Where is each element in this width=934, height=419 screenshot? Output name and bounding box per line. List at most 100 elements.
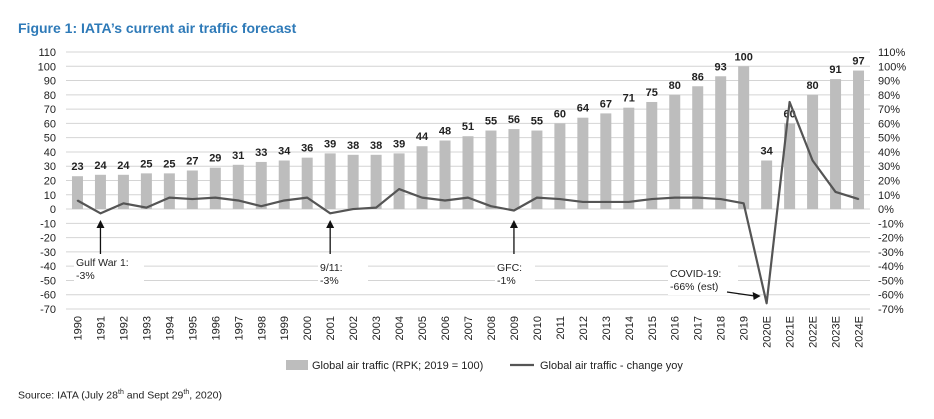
bar-value-label: 93	[715, 61, 727, 73]
yoy-point	[490, 205, 492, 207]
bar-value-label: 67	[600, 98, 612, 110]
yoy-point	[191, 198, 194, 200]
x-tick-label: 2018	[716, 316, 728, 340]
y-right-tick-label: 100%	[878, 61, 906, 73]
x-tick-label: 1995	[187, 316, 199, 340]
legend-swatch-bars	[286, 360, 308, 370]
x-tick-label: 2013	[601, 316, 613, 340]
gfc-label-line2: -1%	[497, 275, 516, 287]
bar	[600, 113, 612, 210]
yoy-point	[605, 201, 607, 203]
bar-value-label: 71	[623, 93, 635, 105]
bar-value-label: 34	[761, 146, 774, 158]
bar	[485, 130, 497, 210]
x-tick-label: 2019	[739, 316, 751, 340]
bar-value-label: 31	[232, 150, 244, 162]
y-right-tick-label: -10%	[878, 218, 904, 230]
bar-value-label: 25	[163, 158, 175, 170]
yoy-point	[536, 196, 538, 199]
source-sup-2: th	[183, 389, 190, 396]
y-left-tick-label: 60	[44, 118, 56, 130]
bar	[692, 86, 704, 210]
source-middle: and Sept 29	[123, 389, 184, 402]
yoy-point	[122, 202, 125, 205]
bar-value-label: 29	[209, 153, 221, 165]
yoy-point	[696, 196, 699, 199]
bar	[186, 170, 198, 210]
bar-value-label: 55	[531, 116, 543, 128]
source-note: Source: IATA (July 28th and Sept 29th, 2…	[18, 389, 222, 402]
legend-label-bars: Global air traffic (RPK; 2019 = 100)	[312, 360, 483, 372]
y-right-tick-label: 90%	[878, 76, 900, 88]
x-tick-label: 2022E	[808, 316, 820, 348]
x-tick-label: 2001	[325, 316, 337, 340]
x-tick-label: 1998	[256, 316, 268, 340]
covid-arrow-shaft	[726, 291, 755, 297]
yoy-point	[76, 199, 79, 202]
y-left-tick-label: 80	[44, 90, 56, 102]
x-tick-label: 1999	[279, 316, 291, 340]
bar-value-label: 36	[301, 143, 313, 155]
y-left-tick-label: -30	[40, 247, 56, 259]
bar	[416, 146, 428, 210]
yoy-point	[398, 188, 400, 190]
yoy-point	[559, 198, 561, 200]
nine-eleven-label-line1: 9/11:	[320, 262, 343, 274]
y-left-tick-label: -40	[40, 261, 56, 273]
bar	[163, 173, 175, 210]
y-right-tick-label: 20%	[878, 176, 900, 188]
y-left-tick-label: 90	[44, 76, 56, 88]
bar	[370, 154, 382, 210]
bar-value-label: 39	[393, 138, 405, 150]
yoy-point	[742, 202, 745, 205]
bar	[646, 101, 658, 210]
yoy-point	[237, 199, 240, 202]
yoy-point	[444, 199, 446, 202]
bar	[324, 153, 336, 210]
yoy-point	[99, 212, 102, 215]
x-tick-label: 2008	[486, 316, 498, 340]
y-left-tick-label: 110	[38, 47, 56, 59]
x-tick-label: 2002	[348, 316, 360, 340]
bar-value-label: 55	[485, 116, 497, 128]
x-tick-label: 2005	[417, 316, 429, 340]
y-left-tick-label: 30	[44, 161, 56, 173]
bar-value-label: 60	[554, 108, 566, 120]
y-right-tick-label: 30%	[878, 161, 900, 173]
bar-value-label: 44	[416, 131, 429, 143]
x-tick-label: 2007	[463, 316, 475, 340]
bar	[554, 123, 566, 210]
yoy-point	[145, 206, 148, 209]
y-left-tick-label: -60	[40, 290, 56, 302]
y-right-tick-label: 110%	[878, 47, 906, 59]
gfc-annotation-arrow-head	[509, 220, 518, 228]
bar	[715, 76, 727, 210]
x-tick-label: 1993	[141, 316, 153, 340]
bar-value-label: 23	[71, 161, 83, 173]
gfc-label-bg	[495, 259, 535, 289]
x-tick-label: 2003	[371, 316, 383, 340]
bar	[347, 154, 359, 210]
figure-title: Figure 1: IATA’s current air traffic for…	[18, 20, 297, 36]
bar-value-label: 75	[646, 87, 658, 99]
bar	[393, 153, 405, 210]
gulfwar-annotation-arrow-head	[96, 220, 105, 228]
x-tick-label: 2012	[578, 316, 590, 340]
source-sup-1: th	[118, 389, 124, 396]
x-tick-label: 1991	[95, 316, 107, 340]
y-right-tick-label: 80%	[878, 90, 900, 102]
yoy-point	[628, 201, 630, 203]
gulfwar-label-bg	[74, 256, 144, 286]
y-left-tick-label: 40	[44, 147, 56, 159]
x-tick-label: 2009	[509, 316, 521, 340]
y-left-tick-label: 20	[44, 176, 56, 188]
bar-value-label: 100	[734, 51, 752, 63]
y-left-tick-label: -10	[40, 218, 56, 230]
y-left-tick-label: -20	[40, 233, 56, 245]
y-left-tick-label: -70	[40, 304, 56, 316]
bar	[255, 161, 267, 210]
source-prefix: Source: IATA (July 28	[18, 389, 118, 402]
bar	[508, 129, 520, 210]
yoy-point	[375, 206, 377, 209]
